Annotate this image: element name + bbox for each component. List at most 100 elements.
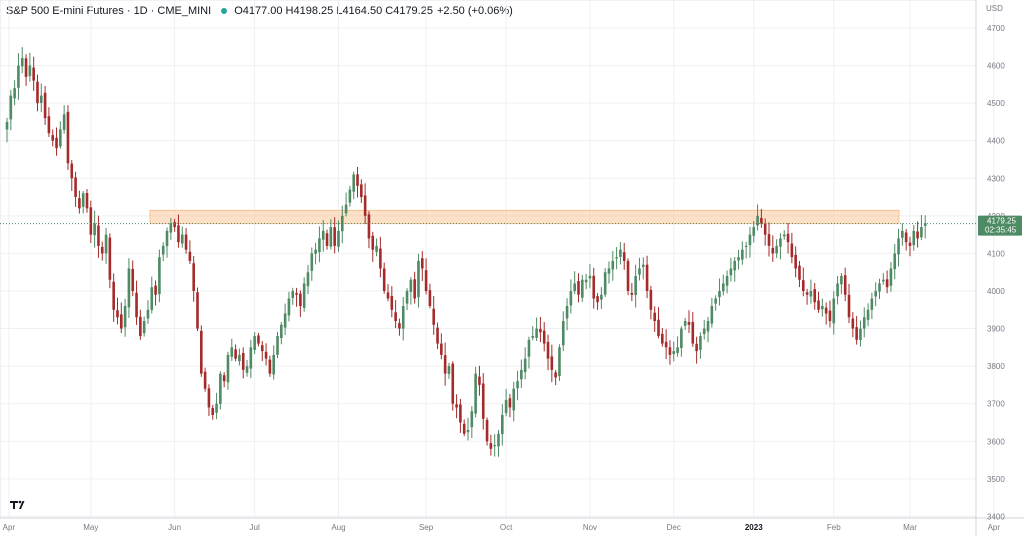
time-tick-label: Feb [827, 523, 841, 532]
candle-body [809, 290, 813, 297]
candle-body [817, 300, 820, 310]
candle-body [882, 279, 885, 282]
candle-body [542, 330, 546, 344]
candle-body [352, 174, 356, 192]
candle-body [840, 275, 843, 285]
candle-body [497, 433, 500, 447]
price-tick-label: 4100 [987, 249, 1005, 258]
time-tick-label: Dec [667, 523, 681, 532]
candle-body [470, 411, 474, 428]
candle-body [760, 217, 763, 224]
symbol-title[interactable]: S&P 500 E-mini Futures · 1D · CME_MINI [6, 5, 212, 17]
candle-body [81, 193, 85, 207]
candle-body [188, 251, 192, 261]
candle-body [546, 341, 550, 359]
market-status-icon [221, 8, 228, 14]
candle-body [603, 272, 607, 295]
candle-body [756, 215, 759, 226]
candle-body [424, 270, 428, 291]
candle-body [729, 268, 733, 276]
price-tick-label: 3700 [987, 400, 1005, 409]
candle-body [554, 372, 557, 378]
candle-body [725, 275, 729, 286]
candle-body [455, 404, 458, 408]
time-tick-label: Jun [168, 523, 181, 532]
candle-body [649, 289, 653, 310]
currency-label: USD [986, 4, 1003, 13]
candle-body [234, 349, 237, 359]
candle-body [489, 443, 493, 449]
candle-body [584, 279, 588, 283]
candle-body [676, 347, 679, 354]
candle-body [485, 419, 489, 442]
candle-body [916, 231, 919, 239]
candle-body [577, 281, 580, 295]
candle-body [394, 312, 397, 322]
candle-body [371, 235, 375, 250]
candle-body [417, 260, 420, 298]
candle-body [481, 383, 485, 419]
candle-body [222, 375, 226, 382]
bar-countdown: 02:35:45 [985, 226, 1017, 235]
candle-body [306, 272, 310, 287]
candle-body [226, 354, 230, 383]
candle-body [870, 298, 874, 310]
candle-body [333, 227, 336, 246]
candle-body [5, 121, 9, 130]
candle-body [47, 116, 51, 134]
candle-body [862, 317, 866, 329]
candle-body [683, 321, 687, 326]
candle-body [382, 268, 386, 291]
time-tick-label: Jul [250, 523, 260, 532]
candle-body [401, 306, 405, 329]
price-tick-label: 4500 [987, 99, 1005, 108]
candle-body [691, 321, 695, 344]
candle-body [196, 292, 199, 329]
candle-body [763, 223, 767, 235]
candle-body [66, 111, 70, 164]
chart-grid [0, 0, 995, 518]
candle-body [120, 314, 123, 329]
candle-body [855, 327, 858, 340]
candle-body [70, 163, 74, 179]
candle-body [859, 328, 862, 340]
candle-body [180, 234, 184, 244]
candle-body [721, 283, 725, 292]
candle-body [310, 253, 314, 271]
candle-body [668, 347, 672, 355]
candle-body [706, 321, 710, 332]
candle-body [379, 248, 382, 269]
candle-body [211, 408, 215, 415]
candle-body [43, 92, 47, 119]
candle-body [866, 309, 870, 320]
candle-body [607, 268, 611, 274]
candle-body [710, 306, 714, 324]
candle-body [798, 265, 801, 280]
candle-body [139, 316, 142, 337]
candle-body [276, 336, 279, 355]
candle-body [360, 184, 363, 198]
candle-body [889, 268, 893, 286]
candle-body [287, 298, 291, 316]
price-tick-label: 3500 [987, 475, 1005, 484]
candle-body [474, 373, 477, 414]
candles-group [5, 47, 927, 457]
candle-body [432, 308, 436, 325]
candle-body [344, 204, 348, 214]
candle-body [923, 223, 927, 226]
candle-body [116, 310, 119, 318]
candle-body [161, 245, 165, 255]
price-tick-label: 4700 [987, 24, 1005, 33]
candle-body [695, 343, 698, 352]
candle-body [908, 242, 912, 246]
candle-body [112, 281, 115, 310]
candle-body [62, 114, 66, 130]
candle-body [680, 328, 683, 349]
time-tick-label: Nov [583, 523, 597, 532]
candle-body [108, 237, 112, 280]
candle-body [123, 306, 127, 328]
tradingview-logo[interactable] [10, 500, 25, 509]
candle-body [622, 252, 626, 261]
candle-body [824, 307, 828, 314]
